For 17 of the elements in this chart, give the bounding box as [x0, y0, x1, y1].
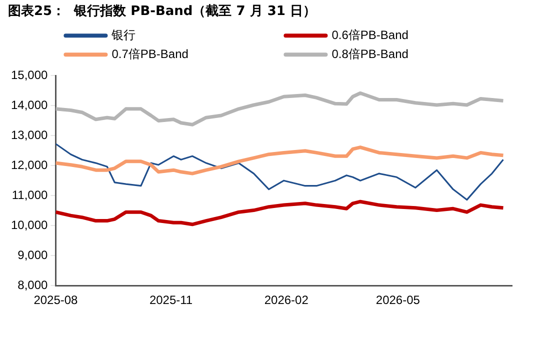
chart-title: 图表25： 银行指数 PB-Band（截至 7 月 31 日） — [8, 4, 316, 20]
x-tick-label: 2025-08 — [34, 293, 78, 308]
legend-label: 0.8倍PB-Band — [332, 46, 408, 61]
y-tick-label: 13,000 — [11, 128, 48, 142]
y-tick-label: 11,000 — [12, 188, 48, 202]
y-tick-label: 12,000 — [11, 158, 48, 172]
y-tick-label: 15,000 — [11, 68, 48, 82]
legend-label: 0.6倍PB-Band — [332, 28, 408, 42]
x-tick-label: 2026-05 — [376, 293, 420, 308]
legend-label: 银行 — [110, 28, 136, 42]
y-tick-label: 10,000 — [11, 218, 48, 232]
y-tick-label: 8,000 — [18, 278, 48, 292]
x-tick-label: 2026-02 — [264, 293, 309, 308]
legend-label: 0.7倍PB-Band — [112, 46, 188, 61]
x-tick-label: 2025-11 — [149, 293, 193, 308]
y-tick-label: 9,000 — [18, 248, 48, 262]
y-tick-label: 14,000 — [11, 98, 48, 112]
